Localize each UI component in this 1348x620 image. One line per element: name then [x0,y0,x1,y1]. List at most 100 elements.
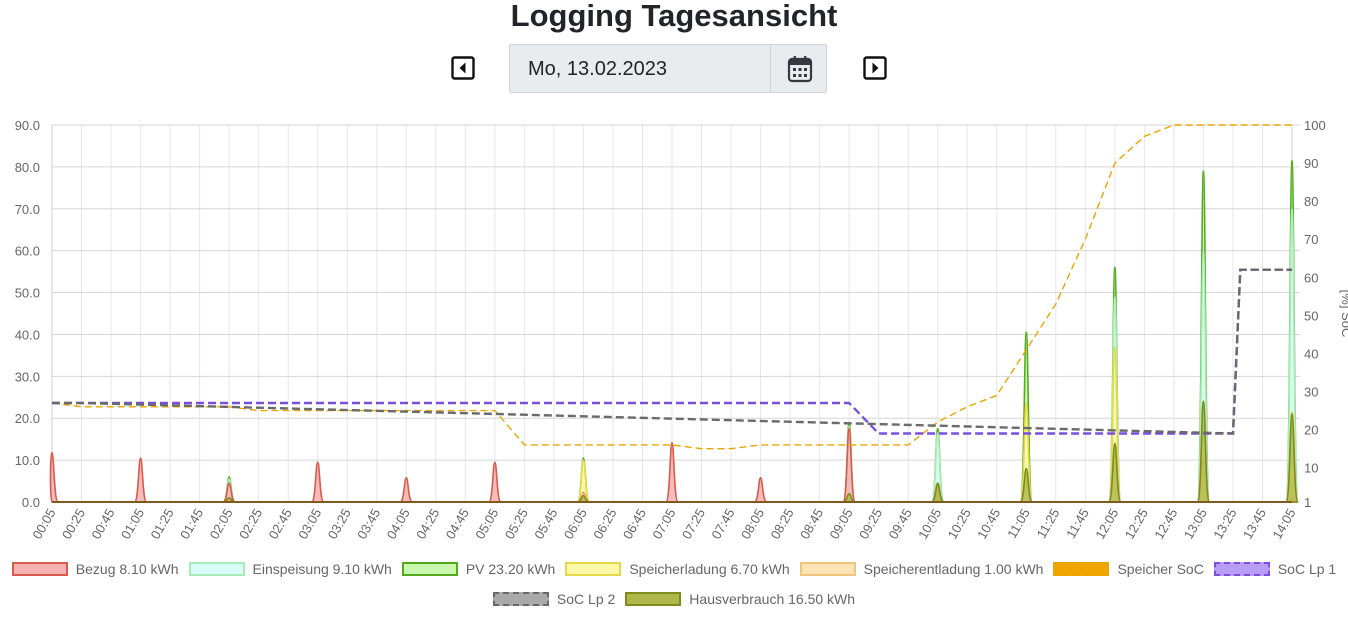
legend-item[interactable]: Speicher SoC [1053,558,1204,580]
date-picker[interactable]: Mo, 13.02.2023 [509,44,827,93]
x-tick-label: 14:05 [1269,506,1298,542]
legend-item[interactable]: Speicherentladung 1.00 kWh [799,558,1044,580]
y-left-tick-label: 70.0 [15,202,40,217]
x-tick-label: 02:25 [236,506,265,542]
legend-item[interactable]: SoC Lp 1 [1213,558,1337,580]
legend-swatch [1053,562,1110,576]
next-day-button[interactable] [863,56,887,80]
legend-item[interactable]: Hausverbrauch 16.50 kWh [625,588,855,610]
peak-einspeisung [1196,249,1211,503]
legend-swatch [625,592,682,606]
y-left-tick-label: 50.0 [15,286,40,301]
x-tick-label: 12:25 [1122,506,1151,542]
peak-hausverbrauch [1285,413,1299,503]
y-right-tick-label: 50 [1304,308,1318,323]
x-tick-label: 08:45 [797,506,826,542]
legend-item[interactable]: PV 23.20 kWh [401,558,556,580]
x-tick-label: 08:05 [738,506,767,542]
y-right-tick-label: 100 [1304,118,1326,133]
peak-speicherladung [1108,346,1122,503]
caret-right-square-icon [863,56,887,80]
x-tick-label: 07:45 [708,506,737,542]
caret-left-square-icon [451,56,475,80]
y-right-tick-label: 20 [1304,423,1318,438]
x-tick-label: 05:25 [502,506,531,542]
y-left-tick-label: 0.0 [22,495,40,510]
peak-bezug [310,461,325,503]
y-left-tick-label: 80.0 [15,160,40,175]
y-left-tick-label: 40.0 [15,327,40,342]
x-tick-label: 12:45 [1151,506,1180,542]
legend-item[interactable]: Speicherladung 6.70 kWh [565,558,790,580]
x-tick-label: 11:25 [1034,506,1063,541]
calendar-button[interactable] [770,45,829,92]
x-tick-label: 09:45 [886,506,915,542]
chart-legend: Bezug 8.10 kWh Einspeisung 9.10 kWh PV 23.… [0,558,1348,618]
y-right-tick-label: 90 [1304,156,1318,171]
legend-label: SoC Lp 1 [1277,561,1337,577]
y-right-tick-label: 1 [1304,495,1311,510]
legend-item[interactable]: SoC Lp 2 [492,588,616,610]
soc-line-soc-lp-2 [52,268,1292,435]
peak-einspeisung [1285,207,1299,503]
x-tick-label: 11:45 [1063,506,1092,541]
y-right-tick-label: 60 [1304,270,1318,285]
x-tick-label: 04:25 [413,506,442,542]
peak-bezug [399,476,414,503]
x-tick-label: 13:25 [1210,506,1239,542]
legend-label: Speicherentladung 1.00 kWh [863,561,1044,577]
date-input[interactable]: Mo, 13.02.2023 [528,58,667,80]
soc-line-soc-lp-1 [52,268,1292,435]
x-tick-label: 00:05 [29,506,58,542]
x-tick-label: 06:45 [620,506,649,542]
x-tick-label: 01:05 [118,506,147,542]
legend-label: Bezug 8.10 kWh [75,561,179,577]
y-right-tick-label: 80 [1304,194,1318,209]
x-tick-label: 09:05 [826,506,855,542]
y-right-tick-label: 40 [1304,346,1318,361]
page-title: Logging Tagesansicht [510,0,838,33]
peak-bezug [753,476,768,503]
peak-bezug [842,427,856,503]
legend-swatch [565,562,622,576]
y-left-tick-label: 10.0 [15,453,40,468]
x-tick-label: 08:25 [767,506,796,542]
legend-swatch [401,562,458,576]
peak-einspeisung [930,432,945,503]
legend-label: Hausverbrauch 16.50 kWh [689,591,856,607]
legend-item[interactable]: Bezug 8.10 kWh [11,558,179,580]
peak-bezug [49,451,59,503]
legend-swatch [11,562,68,576]
x-tick-label: 03:25 [325,506,354,542]
x-tick-label: 04:45 [443,506,472,542]
peak-hausverbrauch [1108,442,1122,503]
x-tick-label: 03:45 [354,506,383,542]
x-tick-label: 00:25 [59,506,88,542]
x-tick-label: 13:45 [1240,506,1269,542]
energy-chart: 0.0 10.0 20.0 30.0 40.0 50.0 60.0 70.0 80.0 90.0 1… [15,118,1348,542]
x-tick-label: 10:45 [974,506,1003,542]
x-tick-label: 06:05 [561,506,590,542]
legend-swatch [1213,562,1270,576]
legend-label: PV 23.20 kWh [465,561,556,577]
x-tick-label: 05:45 [531,506,560,542]
x-tick-label: 10:05 [915,506,944,542]
peak-speicherladung [576,459,591,503]
legend-item[interactable]: Einspeisung 9.10 kWh [188,558,392,580]
peak-bezug [488,461,502,503]
prev-day-button[interactable] [451,56,475,80]
peak-bezug [665,441,679,503]
x-tick-label: 02:45 [266,506,295,542]
legend-label: Einspeisung 9.10 kWh [252,561,392,577]
y-right-tick-label: 70 [1304,232,1318,247]
x-tick-label: 10:25 [945,506,974,542]
legend-label: Speicherladung 6.70 kWh [629,561,790,577]
y-right-tick-label: 30 [1304,385,1318,400]
x-tick-label: 07:05 [649,506,678,542]
x-tick-label: 11:05 [1004,506,1033,541]
peak-bezug [133,457,148,503]
x-tick-label: 13:05 [1181,506,1210,542]
x-tick-label: 01:25 [147,506,176,542]
legend-swatch [188,562,245,576]
legend-label: SoC Lp 2 [556,591,616,607]
